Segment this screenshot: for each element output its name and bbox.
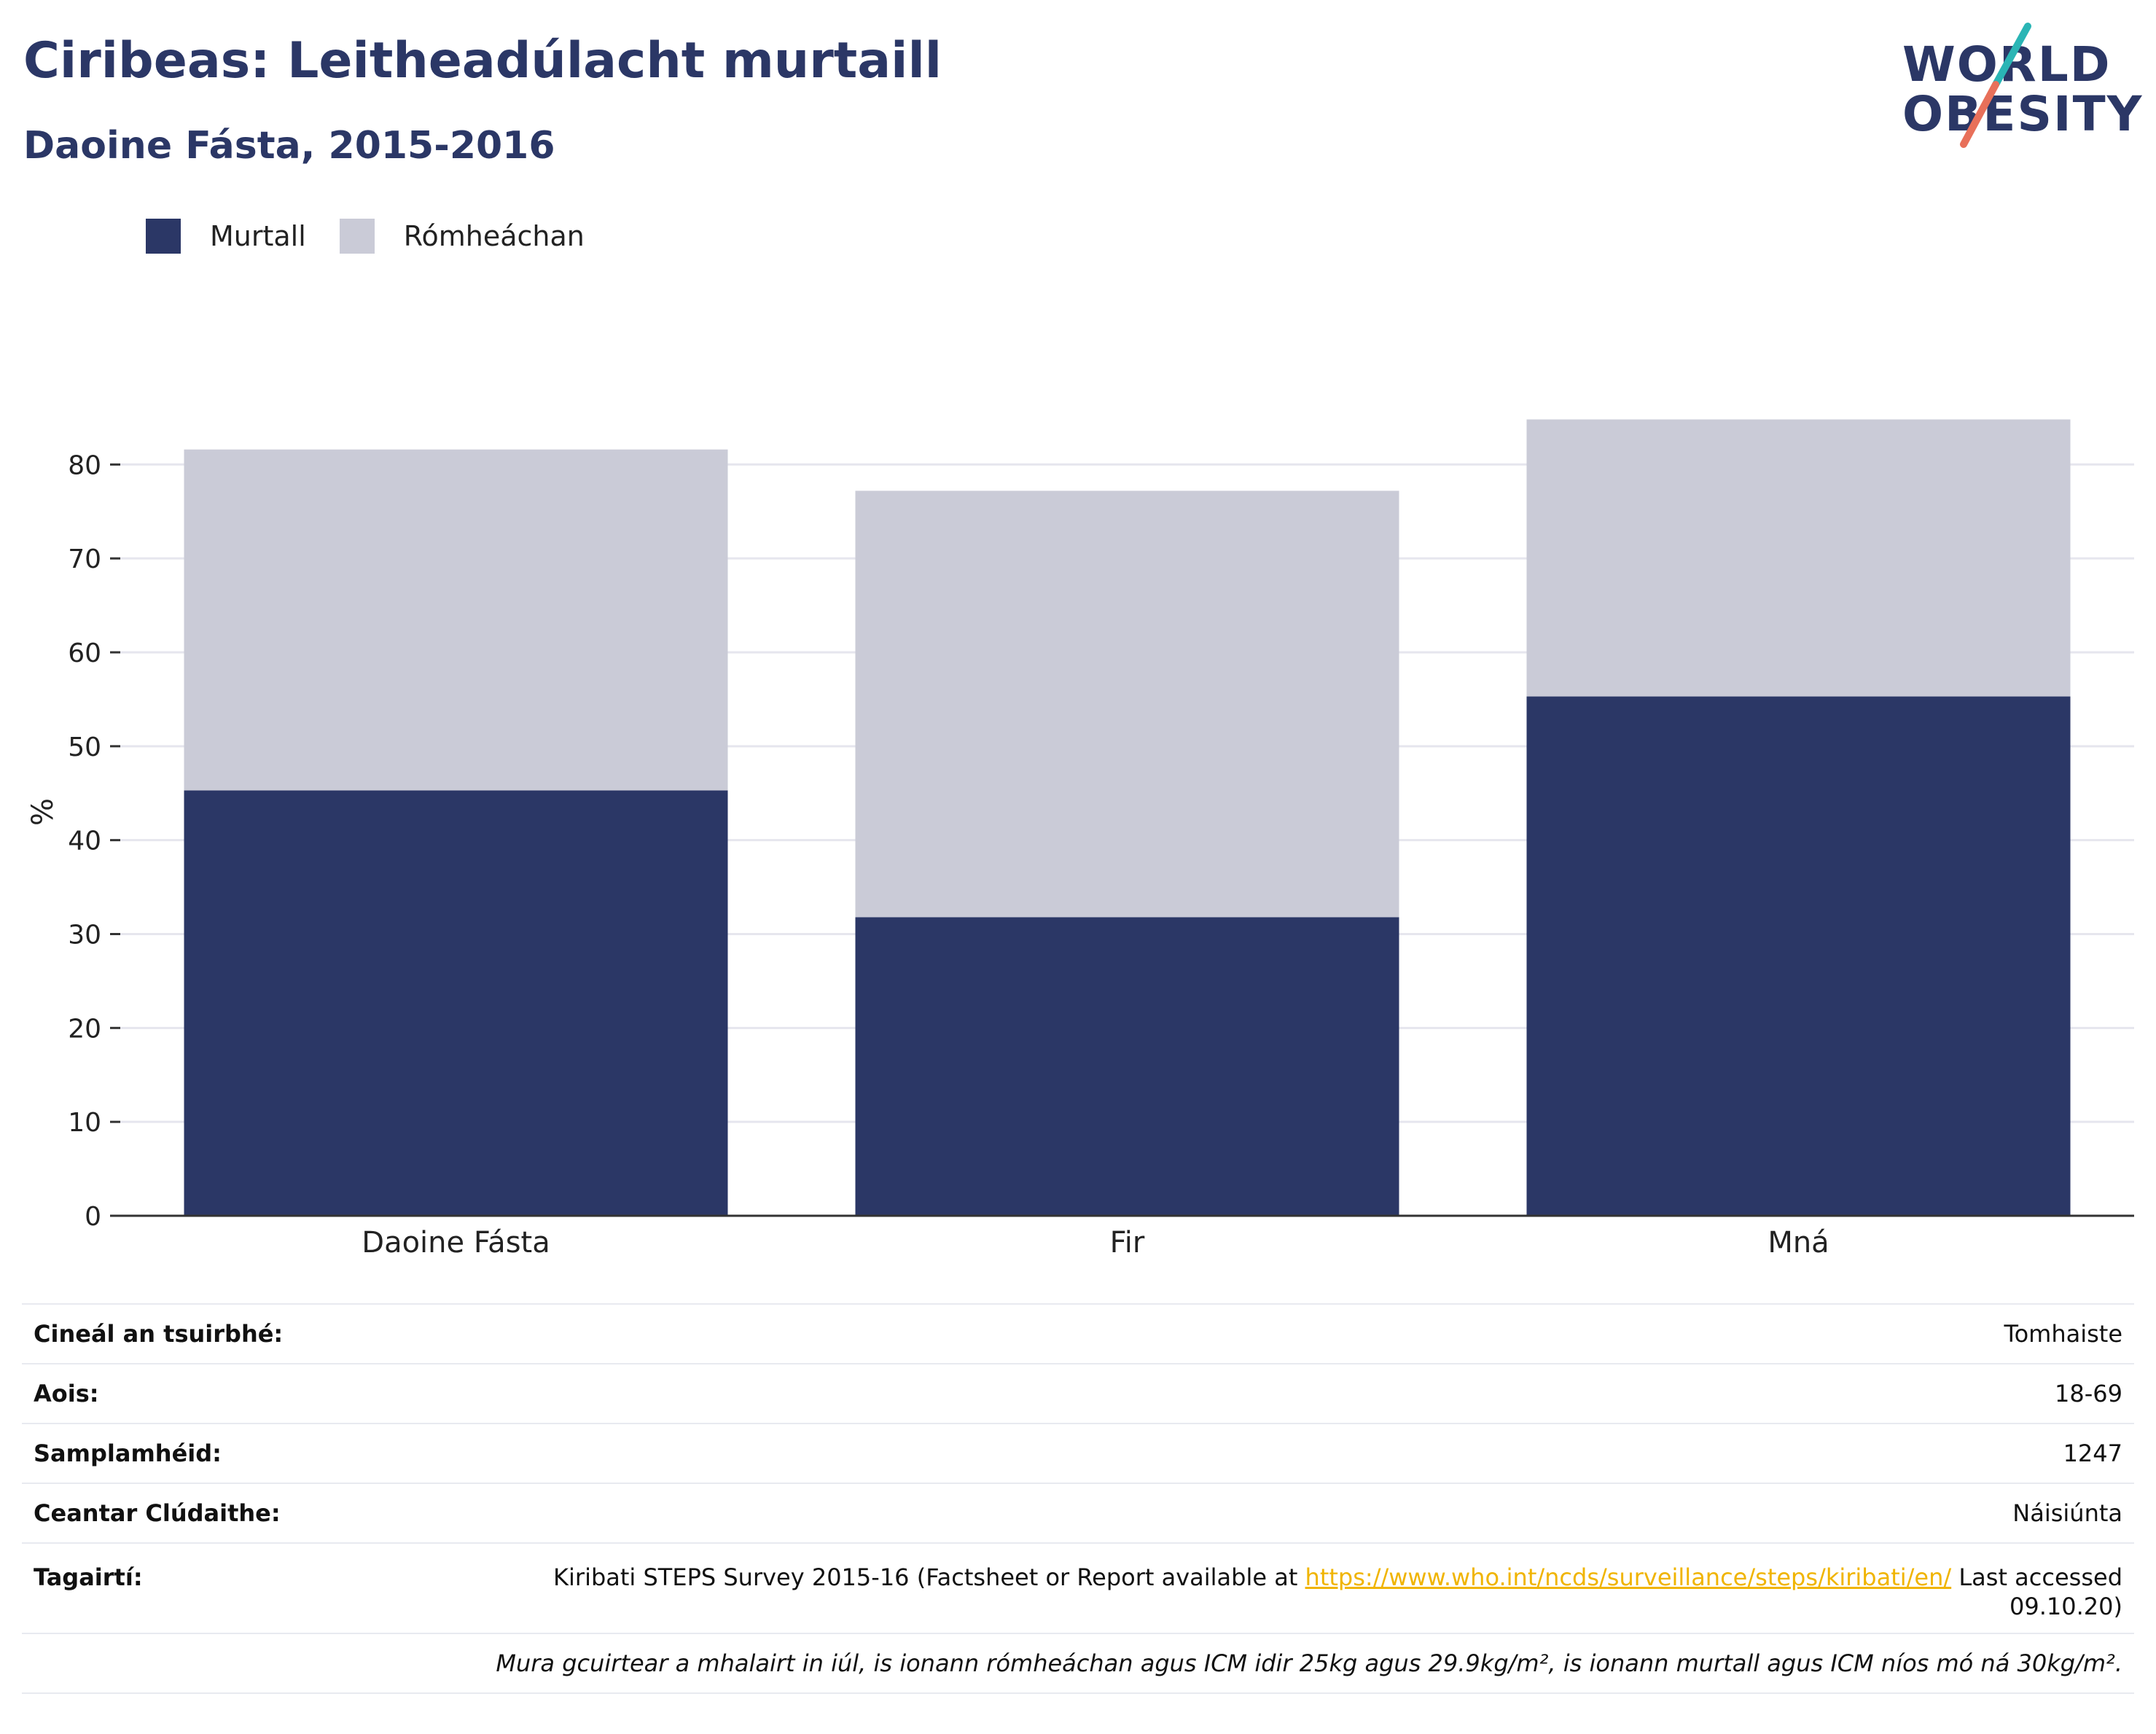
y-tick-label: 0 (85, 1202, 101, 1232)
bar-obese (855, 917, 1399, 1216)
chart-legend: Murtall Rómheáchan (146, 216, 618, 257)
bar-obese (1526, 696, 2071, 1216)
bar-obese (184, 790, 728, 1216)
page-title: Ciribeas: Leitheadúlacht murtaill (23, 32, 942, 90)
logo-line-2: OBESITY (1902, 86, 2144, 142)
definition-note: Mura gcuirtear a mhalairt in iúl, is ion… (22, 1633, 2134, 1694)
y-tick-label: 70 (68, 544, 101, 574)
y-tick-label: 30 (68, 920, 101, 950)
info-row: Aois: 18-69 (22, 1363, 2134, 1423)
x-tick-label: Fir (1110, 1226, 1145, 1260)
info-label: Aois: (22, 1363, 424, 1423)
logo-slash-icon (1960, 23, 2031, 148)
reference-value: Kiribati STEPS Survey 2015-16 (Factsheet… (424, 1542, 2134, 1633)
y-tick-label: 20 (68, 1014, 101, 1044)
bar-overweight (1526, 419, 2071, 697)
reference-text: Kiribati STEPS Survey 2015-16 (Factsheet… (553, 1563, 1305, 1591)
info-label: Ceantar Clúdaithe: (22, 1483, 424, 1543)
bar-chart: 0 10 20 30 40 50 60 70 80% Daoine Fásta Fir Mná (26, 419, 2134, 1260)
page-subtitle: Daoine Fásta, 2015-2016 (23, 124, 555, 168)
legend-label-obese: Murtall (210, 220, 306, 252)
info-row: Samplamhéid: 1247 (22, 1423, 2134, 1483)
y-axis-label: % (26, 798, 60, 826)
x-tick-label: Daoine Fásta (362, 1226, 550, 1260)
reference-label: Tagairtí: (22, 1542, 424, 1633)
info-value: 18-69 (424, 1363, 2134, 1423)
info-value: Náisiúnta (424, 1483, 2134, 1543)
definition-note-row: Mura gcuirtear a mhalairt in iúl, is ion… (22, 1633, 2134, 1694)
bar-overweight (855, 491, 1399, 918)
legend-label-overweight: Rómheáchan (403, 220, 585, 252)
legend-item-overweight[interactable]: Rómheáchan (339, 219, 585, 254)
y-tick-label: 10 (68, 1108, 101, 1138)
bar-overweight (184, 449, 728, 791)
reference-row: Tagairtí: Kiribati STEPS Survey 2015-16 … (22, 1542, 2134, 1633)
reference-link[interactable]: https://www.who.int/ncds/surveillance/st… (1305, 1563, 1952, 1591)
x-tick-label: Mná (1768, 1226, 1829, 1260)
info-label: Cineál an tsuirbhé: (22, 1303, 424, 1364)
info-row: Ceantar Clúdaithe: Náisiúnta (22, 1483, 2134, 1543)
y-tick-label: 60 (68, 638, 101, 668)
survey-info-table: Cineál an tsuirbhé: Tomhaiste Aois: 18-6… (22, 1303, 2134, 1694)
world-obesity-logo: WORLD OBESITY (1902, 22, 2143, 153)
y-tick-label: 50 (68, 733, 101, 762)
legend-swatch-obese (146, 219, 181, 254)
y-tick-label: 80 (68, 450, 101, 480)
y-tick-label: 40 (68, 827, 101, 856)
legend-swatch-overweight (339, 219, 375, 254)
info-label: Samplamhéid: (22, 1423, 424, 1483)
legend-item-obese[interactable]: Murtall (146, 219, 306, 254)
info-row: Cineál an tsuirbhé: Tomhaiste (22, 1303, 2134, 1364)
reference-accessed: Last accessed 09.10.20) (1951, 1563, 2122, 1620)
info-value: 1247 (424, 1423, 2134, 1483)
info-value: Tomhaiste (424, 1303, 2134, 1364)
